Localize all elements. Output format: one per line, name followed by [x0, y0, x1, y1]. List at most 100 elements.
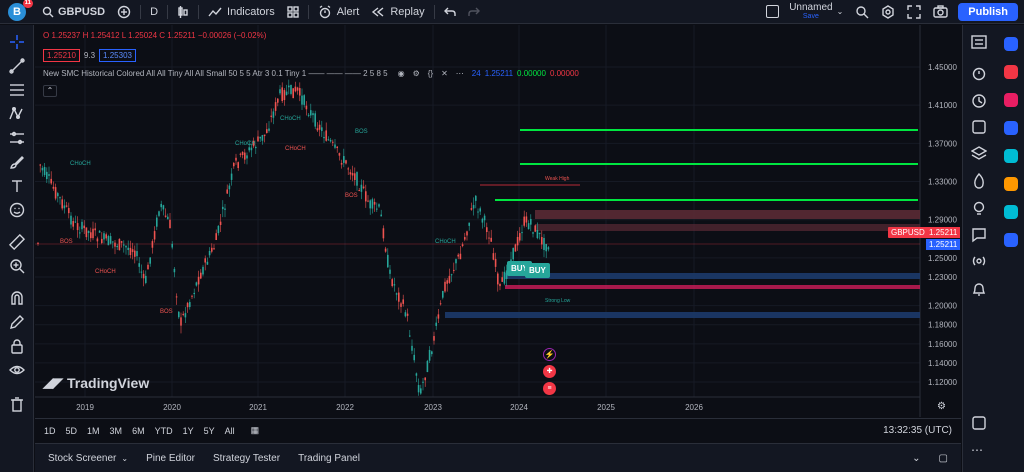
layouts-button[interactable] [281, 0, 305, 24]
strong-low-zone [505, 285, 920, 289]
app-icon-cyan[interactable] [1004, 149, 1018, 163]
zoom-tool[interactable] [8, 257, 26, 275]
prediction-tool[interactable] [8, 129, 26, 147]
chart-type-button[interactable] [171, 0, 195, 24]
user-avatar[interactable]: B 11 [8, 0, 33, 21]
hotlist-button[interactable] [971, 172, 987, 192]
remove-drawings-tool[interactable] [8, 395, 26, 413]
us-flag-event-icon[interactable]: ≡ [543, 382, 556, 395]
fib-tool[interactable] [8, 81, 26, 99]
tf-1y[interactable]: 1Y [182, 425, 194, 436]
lock-drawings-tool[interactable] [8, 337, 26, 355]
tf-3m[interactable]: 3M [109, 425, 123, 436]
stay-drawing-tool[interactable] [8, 313, 26, 331]
help-button[interactable] [971, 415, 987, 434]
strategy-tester-tab[interactable]: Strategy Tester [204, 453, 289, 464]
publish-button[interactable]: Publish [958, 2, 1018, 21]
brush-tool[interactable] [8, 153, 26, 171]
magnet-tool[interactable] [8, 289, 26, 307]
interval-button[interactable]: D [144, 0, 164, 24]
ideas-button[interactable] [971, 119, 987, 138]
snapshot-button[interactable] [927, 0, 954, 24]
notifications-button[interactable] [971, 281, 987, 300]
bid-price[interactable]: 1.25210 [43, 49, 80, 62]
tf-ytd[interactable]: YTD [154, 425, 173, 436]
tf-6m[interactable]: 6M [132, 425, 145, 436]
candle-body [248, 147, 250, 151]
trend-line-tool[interactable] [8, 57, 26, 75]
candle-body [488, 237, 490, 239]
alerts-panel-button[interactable] [971, 65, 987, 84]
fullscreen-button[interactable] [901, 0, 927, 24]
more-icon[interactable]: ⋯ [455, 69, 464, 78]
calendar-button[interactable] [971, 201, 987, 220]
candle-body [400, 303, 402, 307]
icon-tool[interactable] [8, 201, 26, 219]
price-tick-label: 1.14000 [928, 359, 957, 368]
collapse-panel-button[interactable]: ⌄ [903, 453, 929, 464]
tf-all[interactable]: All [224, 425, 235, 436]
date-range-icon[interactable]: ▦ [250, 425, 260, 435]
price-chart[interactable]: 1.45000 1.41000 1.37000 1.33000 1.29000 1.250… [35, 25, 961, 417]
price-tick-label: 1.37000 [928, 139, 957, 148]
chart-pane[interactable]: 1.45000 1.41000 1.37000 1.33000 1.29000 1.250… [35, 25, 961, 417]
clock-display[interactable]: 13:32:35 (UTC) [883, 425, 952, 436]
eye-icon[interactable]: ◉ [397, 69, 405, 78]
quick-search-button[interactable] [849, 0, 875, 24]
undo-button[interactable] [438, 0, 462, 24]
tf-1d[interactable]: 1D [44, 425, 56, 436]
candle-body [112, 241, 114, 243]
data-window-button[interactable] [971, 93, 987, 112]
pattern-tool[interactable] [8, 105, 26, 123]
drawing-toolbar [0, 25, 34, 472]
ask-price[interactable]: 1.25303 [99, 49, 136, 62]
candle-body [138, 263, 140, 267]
candle-body [109, 236, 112, 244]
replay-button[interactable]: Replay [365, 0, 430, 24]
price-tick-label: 1.45000 [928, 63, 957, 72]
hide-drawings-tool[interactable] [8, 361, 26, 379]
more-widgets-button[interactable]: ⋯ [971, 443, 983, 457]
choch-label: CHoCH [280, 116, 301, 122]
watchlist-button[interactable] [971, 35, 987, 52]
settings-button[interactable] [875, 0, 901, 24]
alert-button[interactable]: Alert [312, 0, 366, 24]
chat-button[interactable] [971, 227, 987, 246]
strategy-tester-label: Strategy Tester [213, 452, 281, 464]
layers-button[interactable] [970, 145, 988, 164]
chart-settings-icon[interactable]: ⚙ [937, 401, 946, 412]
candle-body [530, 218, 532, 225]
redo-button[interactable] [462, 0, 486, 24]
tf-5y[interactable]: 5Y [203, 425, 215, 436]
indicator-title[interactable]: New SMC Historical Colored All All Tiny … [43, 69, 388, 78]
layout-select[interactable]: Unnamed Save ⌄ [760, 0, 849, 24]
bos-label: BOS [160, 309, 173, 315]
app-icon-cyan-2[interactable] [1004, 205, 1018, 219]
crosshair-tool[interactable] [8, 33, 26, 51]
app-icon-blue-2[interactable] [1004, 121, 1018, 135]
lightning-event-icon[interactable]: ⚡ [543, 348, 556, 361]
close-icon[interactable]: ✕ [441, 69, 448, 78]
app-icon-blue-3[interactable] [1004, 233, 1018, 247]
app-icon-red[interactable] [1004, 65, 1018, 79]
stock-screener-tab[interactable]: Stock Screener ⌄ [39, 453, 137, 464]
maximize-panel-button[interactable]: ▢ [930, 453, 957, 464]
settings-icon[interactable]: ⚙ [412, 69, 420, 78]
collapse-legend-button[interactable]: ⌃ [43, 85, 57, 97]
trading-panel-tab[interactable]: Trading Panel [289, 453, 369, 464]
app-icon-orange[interactable] [1004, 177, 1018, 191]
source-code-icon[interactable]: {} [427, 69, 434, 78]
compare-symbol-button[interactable] [111, 0, 137, 24]
text-tool[interactable] [8, 177, 26, 195]
app-icon-pink[interactable] [1004, 93, 1018, 107]
uk-flag-event-icon[interactable]: ✚ [543, 365, 556, 378]
pine-editor-tab[interactable]: Pine Editor [137, 453, 204, 464]
tf-1m[interactable]: 1M [87, 425, 100, 436]
measure-tool[interactable] [8, 233, 26, 251]
indicators-button[interactable]: Indicators [202, 0, 281, 24]
tf-5d[interactable]: 5D [65, 425, 78, 436]
streams-button[interactable] [971, 253, 987, 272]
candle-body [169, 219, 171, 229]
app-icon-blue[interactable] [1004, 37, 1018, 51]
symbol-search[interactable]: GBPUSD [36, 0, 111, 24]
